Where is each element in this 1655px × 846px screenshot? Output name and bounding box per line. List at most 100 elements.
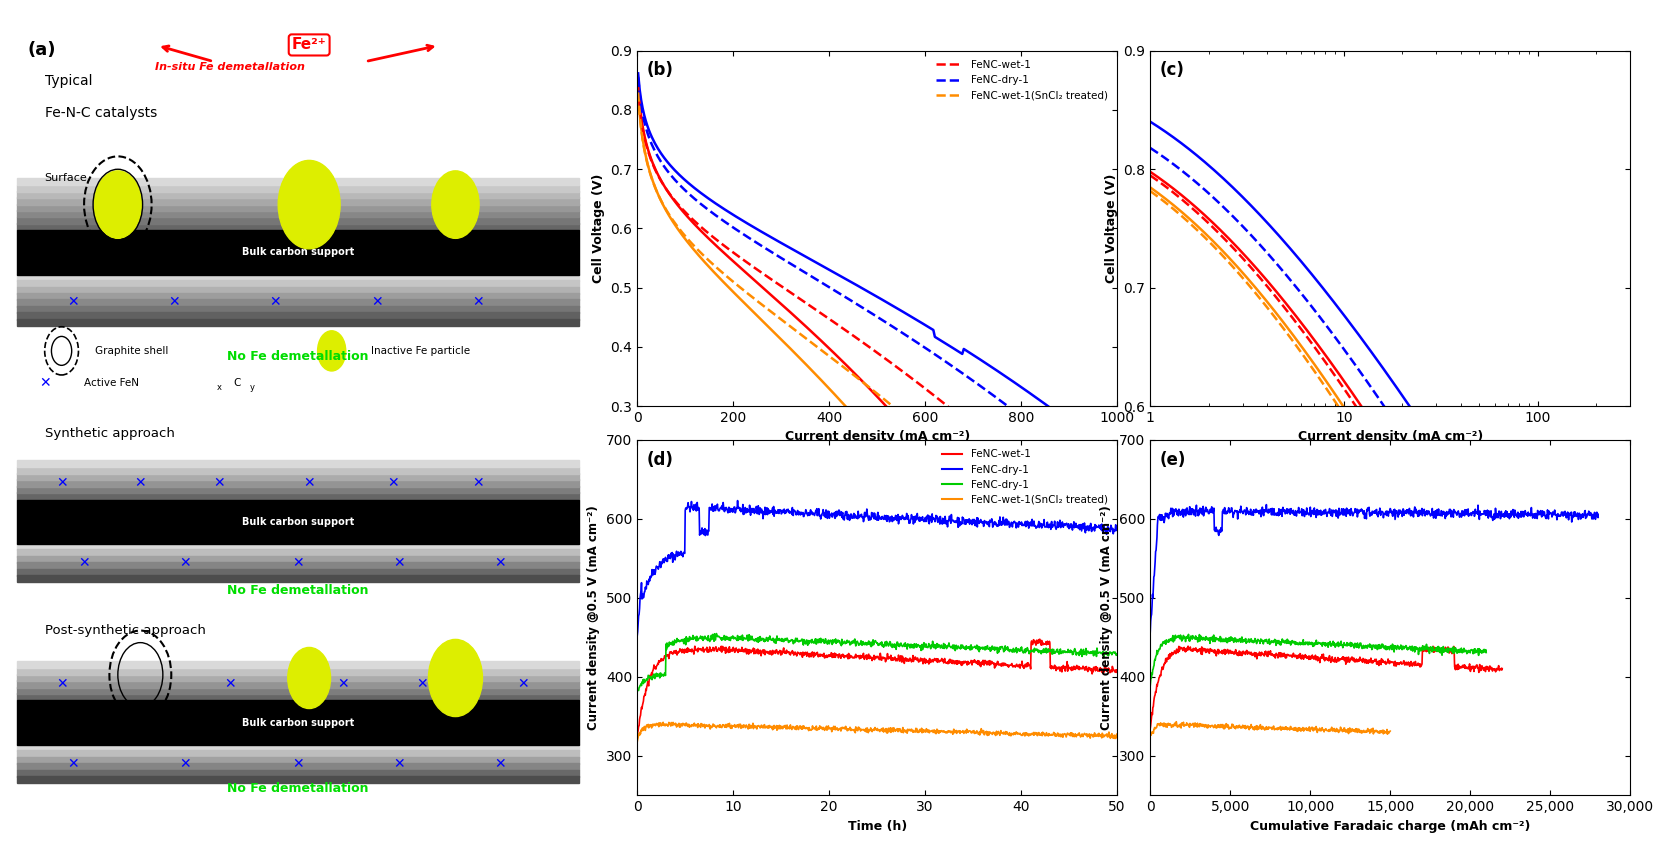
X-axis label: Current density (mA cm⁻²): Current density (mA cm⁻²)	[784, 431, 970, 443]
Text: (a): (a)	[28, 41, 56, 59]
Text: ✕: ✕	[56, 476, 68, 490]
Y-axis label: Current density @0.5 V (mA cm⁻²): Current density @0.5 V (mA cm⁻²)	[588, 505, 601, 730]
Text: ✕: ✕	[495, 756, 506, 771]
Circle shape	[288, 647, 331, 709]
Bar	[17, 499, 579, 544]
Text: (c): (c)	[1160, 62, 1185, 80]
Text: Fe²⁺: Fe²⁺	[291, 37, 326, 52]
Circle shape	[318, 331, 346, 371]
Bar	[17, 306, 579, 313]
Bar	[17, 486, 579, 493]
Y-axis label: Current density @0.5 V (mA cm⁻²): Current density @0.5 V (mA cm⁻²)	[1101, 505, 1114, 730]
Text: Post-synthetic approach: Post-synthetic approach	[45, 624, 205, 637]
Bar	[17, 473, 579, 481]
Text: ✕: ✕	[66, 294, 79, 309]
Bar	[17, 319, 579, 326]
Circle shape	[94, 171, 141, 239]
Text: ✕: ✕	[338, 677, 349, 691]
Text: Synthetic approach: Synthetic approach	[45, 427, 174, 440]
Text: ✕: ✕	[179, 756, 192, 771]
Bar	[17, 776, 579, 783]
Text: ✕: ✕	[78, 556, 89, 570]
Text: Active FeN: Active FeN	[84, 378, 139, 388]
Text: ✕: ✕	[415, 677, 427, 691]
Text: ✕: ✕	[225, 677, 237, 691]
Bar	[17, 204, 579, 211]
Bar	[17, 197, 579, 205]
Text: Inactive Fe particle: Inactive Fe particle	[371, 346, 470, 356]
Text: ✕: ✕	[56, 677, 68, 691]
Bar	[17, 757, 579, 764]
Text: ✕: ✕	[303, 476, 314, 490]
Bar	[17, 661, 579, 668]
Bar	[17, 549, 579, 557]
Y-axis label: Cell Voltage (V): Cell Voltage (V)	[1106, 173, 1117, 283]
Bar	[17, 667, 579, 675]
Text: Graphite shell: Graphite shell	[96, 346, 169, 356]
Bar	[17, 575, 579, 582]
Text: ✕: ✕	[169, 294, 180, 309]
Text: ✕: ✕	[291, 756, 305, 771]
Bar	[17, 693, 579, 700]
Bar	[17, 480, 579, 486]
X-axis label: Cumulative Faradaic charge (mAh cm⁻²): Cumulative Faradaic charge (mAh cm⁻²)	[1250, 820, 1531, 832]
Bar	[17, 543, 579, 550]
Bar	[17, 700, 579, 744]
Bar	[17, 763, 579, 771]
X-axis label: Current density (mA cm⁻²): Current density (mA cm⁻²)	[1298, 431, 1483, 443]
Bar	[17, 563, 579, 569]
Text: ✕: ✕	[394, 756, 405, 771]
Text: In-situ Fe demetallation: In-situ Fe demetallation	[156, 62, 305, 72]
Text: Typical: Typical	[45, 74, 93, 88]
Bar	[17, 556, 579, 563]
Text: ✕: ✕	[213, 476, 225, 490]
Bar	[17, 179, 579, 185]
Bar	[17, 492, 579, 499]
Legend: FeNC-wet-1, FeNC-dry-1, FeNC-wet-1(SnCl₂ treated): FeNC-wet-1, FeNC-dry-1, FeNC-wet-1(SnCl₂…	[932, 56, 1112, 105]
Bar	[17, 211, 579, 217]
Text: (d): (d)	[647, 451, 674, 469]
Circle shape	[429, 640, 483, 717]
Bar	[17, 680, 579, 688]
Bar	[17, 460, 579, 467]
Text: ✕: ✕	[371, 294, 382, 309]
Bar	[17, 569, 579, 576]
Text: No Fe demetallation: No Fe demetallation	[227, 350, 369, 363]
Text: Fe-N-C catalysts: Fe-N-C catalysts	[45, 106, 157, 120]
Text: x: x	[217, 382, 222, 392]
Bar	[17, 467, 579, 474]
Text: ✕: ✕	[134, 476, 146, 490]
Text: ✕: ✕	[270, 294, 281, 309]
Text: y: y	[250, 382, 255, 392]
Bar	[17, 299, 579, 307]
Bar	[17, 770, 579, 777]
Text: ✕: ✕	[38, 376, 51, 390]
Bar	[17, 744, 579, 751]
Circle shape	[432, 171, 478, 239]
Bar	[17, 274, 579, 281]
Text: ✕: ✕	[387, 476, 399, 490]
Bar	[17, 687, 579, 694]
Bar	[17, 674, 579, 681]
Text: Bulk carbon support: Bulk carbon support	[242, 717, 354, 728]
Bar	[17, 217, 579, 224]
Text: ✕: ✕	[495, 556, 506, 570]
Y-axis label: Cell Voltage (V): Cell Voltage (V)	[592, 173, 604, 283]
Bar	[17, 230, 579, 274]
Text: Surface: Surface	[45, 173, 88, 183]
Bar	[17, 280, 579, 288]
Text: No Fe demetallation: No Fe demetallation	[227, 584, 369, 597]
Circle shape	[278, 161, 341, 249]
Text: ✕: ✕	[394, 556, 405, 570]
Legend: FeNC-wet-1, FeNC-dry-1, FeNC-dry-1, FeNC-wet-1(SnCl₂ treated): FeNC-wet-1, FeNC-dry-1, FeNC-dry-1, FeNC…	[937, 445, 1112, 509]
Text: ✕: ✕	[291, 556, 305, 570]
Text: ✕: ✕	[516, 677, 530, 691]
Bar	[17, 287, 579, 294]
Text: (e): (e)	[1160, 451, 1187, 469]
Text: Bulk carbon support: Bulk carbon support	[242, 247, 354, 257]
Text: ✕: ✕	[472, 294, 483, 309]
Bar	[17, 312, 579, 320]
Bar	[17, 191, 579, 198]
Bar	[17, 293, 579, 300]
Text: C: C	[233, 378, 240, 388]
